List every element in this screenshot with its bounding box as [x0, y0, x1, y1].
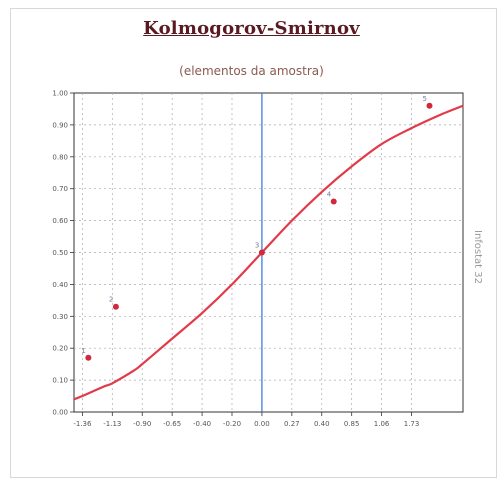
x-tick-label: 0.27: [284, 420, 300, 428]
y-tick-label: 1.00: [52, 90, 68, 98]
y-tick-label: 0.40: [52, 281, 68, 289]
x-tick-label: -0.40: [193, 420, 211, 428]
x-tick-label: 0.00: [254, 420, 270, 428]
y-tick-label: 0.70: [52, 185, 68, 193]
x-tick-label: -0.20: [223, 420, 241, 428]
chart-title: Kolmogorov-Smirnov: [143, 18, 360, 39]
data-point: [85, 354, 92, 361]
data-point-label: 3: [255, 242, 259, 250]
x-tick-label: 0.85: [344, 420, 360, 428]
y-tick-label: 0.20: [52, 345, 68, 353]
y-tick-label: 0.50: [52, 249, 68, 257]
x-tick-label: 0.40: [314, 420, 330, 428]
y-tick-label: 0.60: [52, 217, 68, 225]
x-tick-label: -1.13: [103, 420, 121, 428]
data-point-label: 2: [109, 296, 113, 304]
x-tick-label: -0.65: [163, 420, 181, 428]
data-point-label: 4: [327, 190, 332, 198]
y-tick-label: 0.90: [52, 121, 68, 129]
data-point-label: 1: [81, 347, 85, 355]
y-tick-label: 0.10: [52, 377, 68, 385]
data-point: [330, 198, 337, 205]
y-tick-label: 0.30: [52, 313, 68, 321]
plot-area: [73, 92, 464, 413]
y-tick-label: 0.00: [52, 409, 68, 417]
x-tick-label: -1.36: [73, 420, 92, 428]
x-tick-label: -0.90: [133, 420, 151, 428]
x-tick-label: 1.73: [404, 420, 420, 428]
data-point: [112, 303, 119, 310]
data-point: [258, 249, 265, 256]
data-point-label: 5: [422, 95, 426, 103]
y-tick-label: 0.80: [52, 153, 68, 161]
x-tick-label: 1.06: [374, 420, 390, 428]
chart-subtitle: (elementos da amostra): [179, 64, 324, 78]
theoretical-cdf-curve: [73, 104, 464, 401]
data-point: [426, 102, 433, 109]
